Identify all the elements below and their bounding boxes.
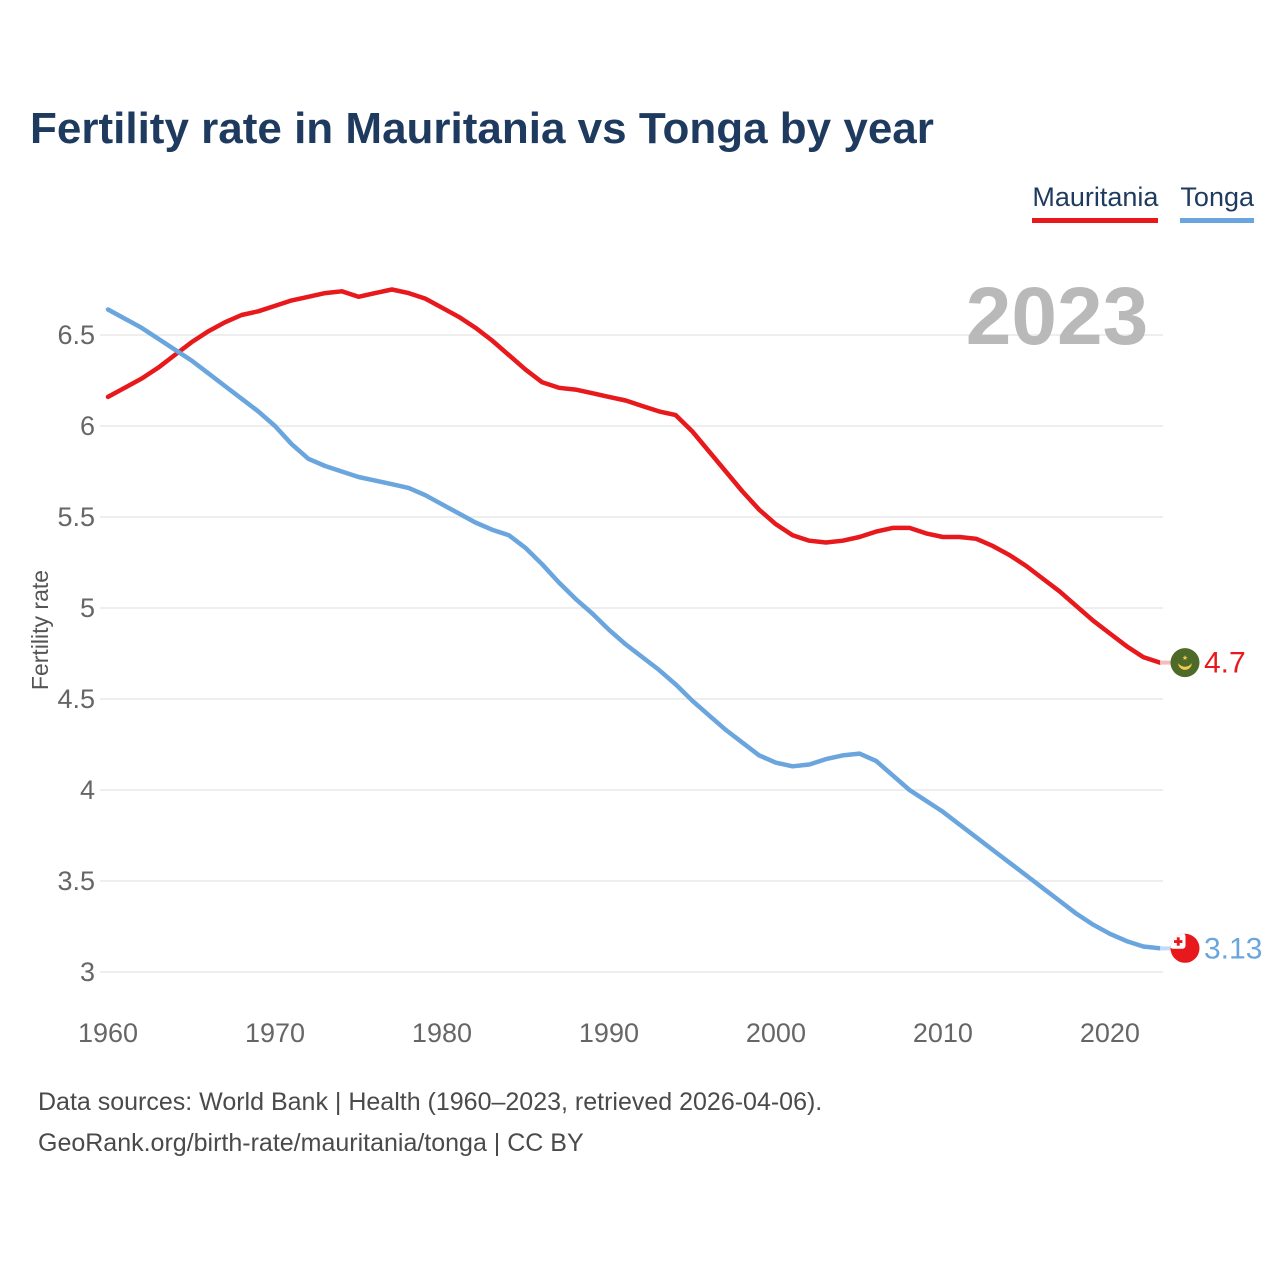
x-tick-label: 1960 (78, 1018, 138, 1048)
y-tick-label: 3.5 (57, 866, 95, 896)
source-note-line1: Data sources: World Bank | Health (1960–… (38, 1088, 823, 1116)
legend-label-tonga: Tonga (1180, 182, 1254, 212)
y-tick-label: 6.5 (57, 320, 95, 350)
x-tick-label: 1990 (579, 1018, 639, 1048)
mauritania-end-value-label: 4.7 (1204, 647, 1246, 680)
legend-item-mauritania[interactable]: Mauritania (1032, 182, 1159, 223)
page-title: Fertility rate in Mauritania vs Tonga by… (30, 104, 934, 153)
tonga-end-value-label: 3.13 (1204, 932, 1262, 965)
mauritania-line[interactable] (105, 287, 1163, 665)
x-tick-label: 2000 (746, 1018, 806, 1048)
y-tick-label: 4 (80, 775, 95, 805)
watermark-year: 2023 (966, 271, 1148, 362)
x-tick-label: 2020 (1080, 1018, 1140, 1048)
source-note: Data sources: World Bank | Health (1960–… (38, 1082, 822, 1164)
tonga-flag-icon (1170, 933, 1200, 963)
x-tick-label: 2010 (913, 1018, 973, 1048)
legend-label-mauritania: Mauritania (1032, 182, 1159, 212)
y-tick-label: 3 (80, 957, 95, 987)
y-axis-title: Fertility rate (27, 570, 53, 690)
x-tick-label: 1970 (245, 1018, 305, 1048)
y-tick-label: 4.5 (57, 684, 95, 714)
legend: Mauritania Tonga (1032, 182, 1254, 223)
legend-item-tonga[interactable]: Tonga (1180, 182, 1254, 223)
y-tick-label: 6 (80, 411, 95, 441)
mauritania-flag-icon (1170, 648, 1200, 678)
tonga-line[interactable] (105, 307, 1163, 951)
y-tick-label: 5 (80, 593, 95, 623)
source-note-line2: GeoRank.org/birth-rate/mauritania/tonga … (38, 1129, 584, 1157)
y-tick-label: 5.5 (57, 502, 95, 532)
x-tick-label: 1980 (412, 1018, 472, 1048)
